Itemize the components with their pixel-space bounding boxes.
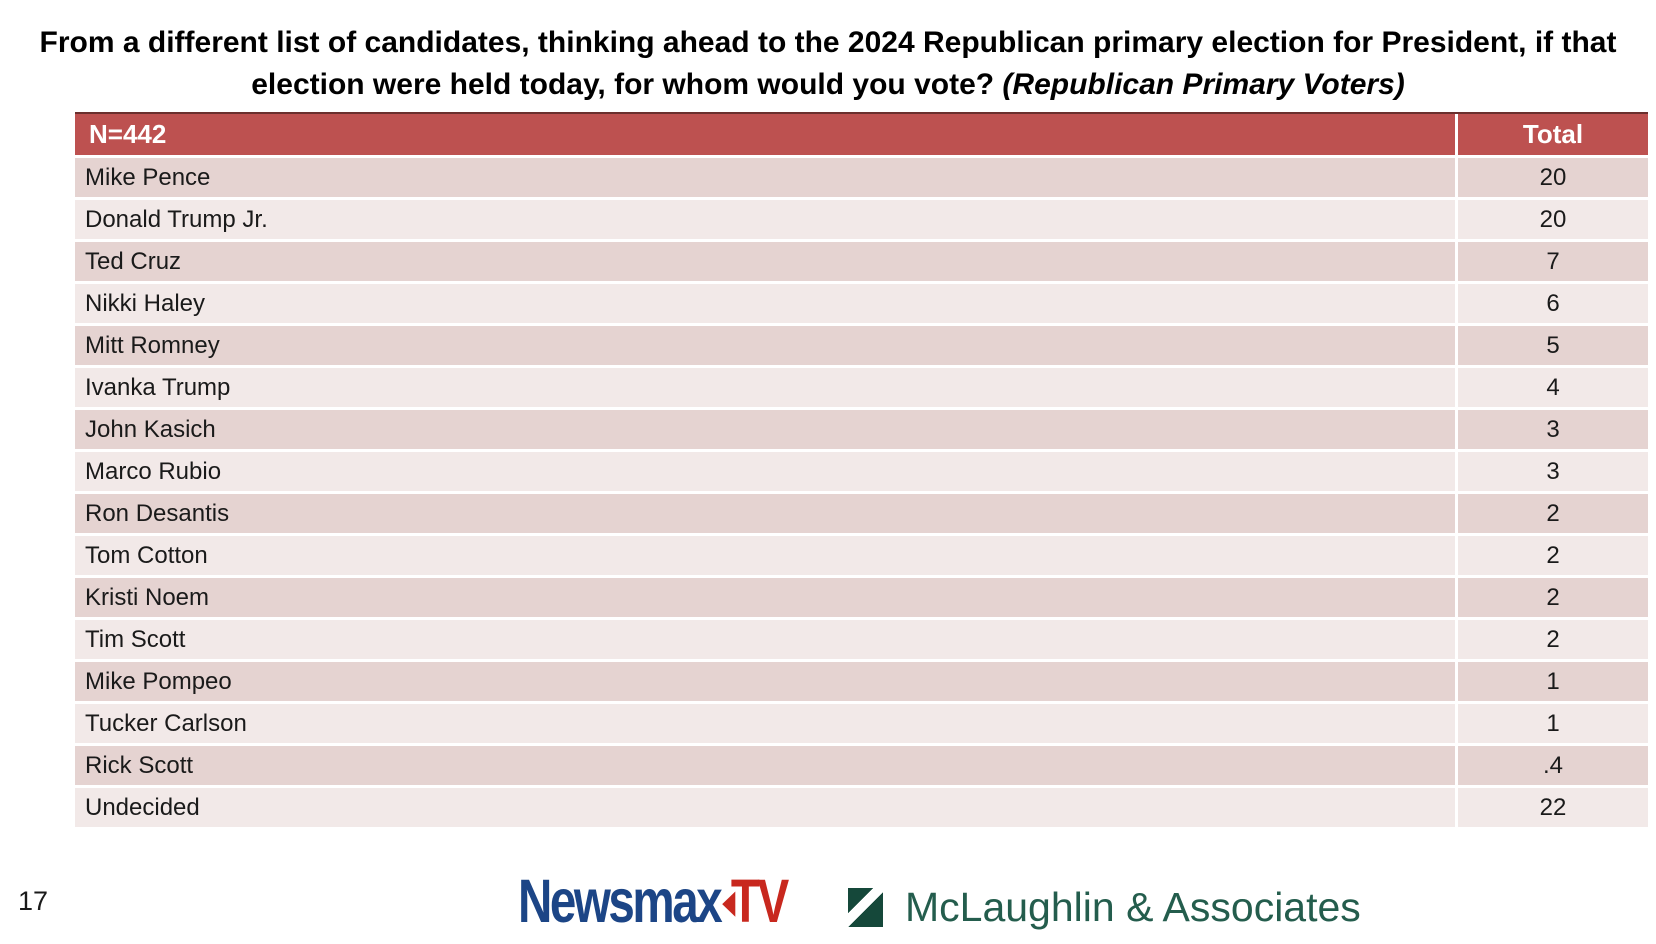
candidate-name: Undecided — [75, 788, 1455, 827]
table-row: Undecided 22 — [75, 788, 1648, 827]
table-row: Tucker Carlson 1 — [75, 704, 1648, 743]
candidate-name: Kristi Noem — [75, 578, 1455, 617]
candidate-total: 20 — [1458, 158, 1648, 197]
slide-title-line2-text: election were held today, for whom would… — [251, 68, 1003, 101]
candidate-name: Tom Cotton — [75, 536, 1455, 575]
candidate-name: Mitt Romney — [75, 326, 1455, 365]
candidate-total: 1 — [1458, 704, 1648, 743]
candidate-total: 22 — [1458, 788, 1648, 827]
slide-title-line1: From a different list of candidates, thi… — [39, 26, 1617, 59]
slide-title: From a different list of candidates, thi… — [0, 22, 1656, 106]
candidate-name: Ron Desantis — [75, 494, 1455, 533]
candidate-total: 5 — [1458, 326, 1648, 365]
candidate-total: 2 — [1458, 494, 1648, 533]
candidate-name: Marco Rubio — [75, 452, 1455, 491]
newsmax-tv-text: TV — [730, 867, 789, 936]
table-row: John Kasich 3 — [75, 410, 1648, 449]
mclaughlin-logo-text: McLaughlin & Associates — [905, 884, 1361, 930]
candidate-name: Ivanka Trump — [75, 368, 1455, 407]
table-row: Ted Cruz 7 — [75, 242, 1648, 281]
newsmax-logo-text: Newsmax — [518, 867, 723, 936]
candidate-total: 2 — [1458, 536, 1648, 575]
page-number: 17 — [18, 886, 49, 916]
results-table: N=442 Total Mike Pence 20 Donald Trump J… — [75, 112, 1648, 827]
table-header-total: Total — [1458, 114, 1648, 155]
newsmax-tv-logo: Newsmax TV — [518, 866, 789, 936]
table-row: Tim Scott 2 — [75, 620, 1648, 659]
candidate-name: Mike Pompeo — [75, 662, 1455, 701]
candidate-total: 4 — [1458, 368, 1648, 407]
candidate-total: 3 — [1458, 410, 1648, 449]
table-row: Donald Trump Jr. 20 — [75, 200, 1648, 239]
candidate-name: John Kasich — [75, 410, 1455, 449]
table-row: Rick Scott .4 — [75, 746, 1648, 785]
candidate-total: 7 — [1458, 242, 1648, 281]
table-row: Marco Rubio 3 — [75, 452, 1648, 491]
candidate-name: Donald Trump Jr. — [75, 200, 1455, 239]
candidate-name: Nikki Haley — [75, 284, 1455, 323]
table-header-row: N=442 Total — [75, 112, 1648, 155]
candidate-name: Ted Cruz — [75, 242, 1455, 281]
candidate-total: 6 — [1458, 284, 1648, 323]
table-row: Kristi Noem 2 — [75, 578, 1648, 617]
candidate-total: 1 — [1458, 662, 1648, 701]
table-row: Nikki Haley 6 — [75, 284, 1648, 323]
candidate-total: 2 — [1458, 578, 1648, 617]
candidate-total: 3 — [1458, 452, 1648, 491]
candidate-total: 20 — [1458, 200, 1648, 239]
candidate-name: Mike Pence — [75, 158, 1455, 197]
candidate-name: Tucker Carlson — [75, 704, 1455, 743]
table-row: Tom Cotton 2 — [75, 536, 1648, 575]
mclaughlin-square-icon — [848, 888, 883, 927]
slide-title-line2-italic: (Republican Primary Voters) — [1002, 68, 1405, 101]
slide-title-line2: election were held today, for whom would… — [0, 64, 1656, 106]
candidate-name: Rick Scott — [75, 746, 1455, 785]
table-row: Ivanka Trump 4 — [75, 368, 1648, 407]
table-header-sample-size: N=442 — [75, 114, 1455, 155]
mclaughlin-logo: McLaughlin & Associates — [848, 884, 1361, 931]
table-row: Mitt Romney 5 — [75, 326, 1648, 365]
table-row: Mike Pence 20 — [75, 158, 1648, 197]
candidate-name: Tim Scott — [75, 620, 1455, 659]
candidate-total: .4 — [1458, 746, 1648, 785]
table-row: Ron Desantis 2 — [75, 494, 1648, 533]
candidate-total: 2 — [1458, 620, 1648, 659]
newsmax-arrow-icon — [721, 891, 735, 917]
table-row: Mike Pompeo 1 — [75, 662, 1648, 701]
